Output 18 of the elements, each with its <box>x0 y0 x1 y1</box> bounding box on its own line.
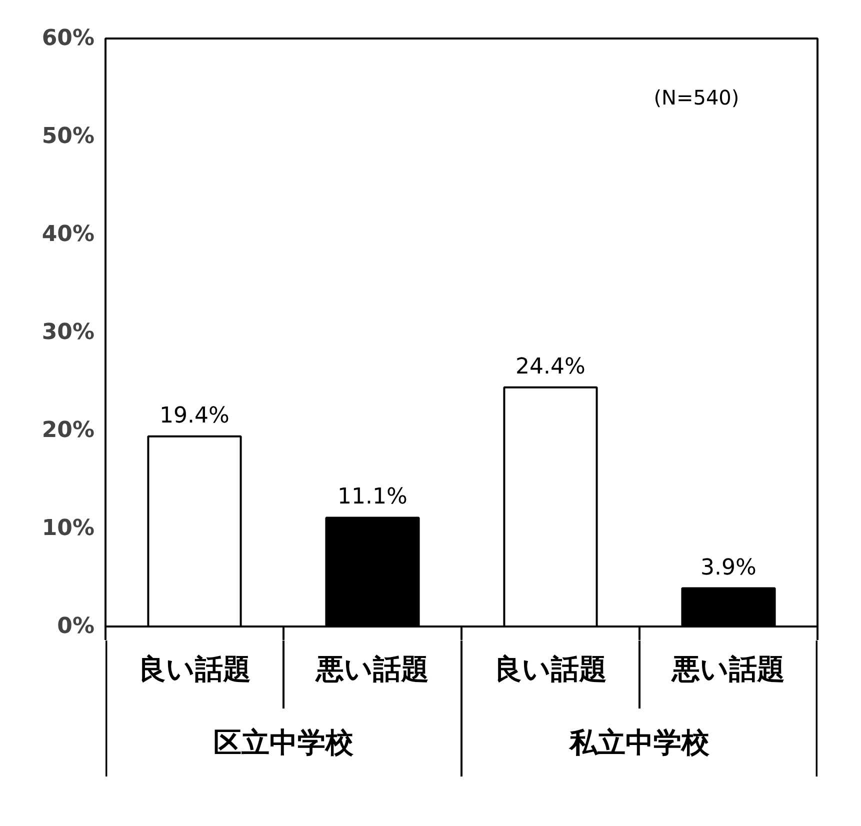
x-tick-label: 悪い話題 <box>315 652 429 686</box>
data-label: 19.4% <box>160 403 230 428</box>
x-tick-label: 良い話題 <box>138 652 251 686</box>
data-label: 11.1% <box>338 484 408 510</box>
text: 私立中学校 <box>568 726 710 759</box>
text: 区立中学校 <box>214 726 354 759</box>
y-tick-label: 20% <box>42 418 95 443</box>
data-label: 3.9% <box>700 555 756 580</box>
data-label: 24.4% <box>516 354 586 380</box>
x-tick-label: 良い話題 <box>494 652 607 686</box>
annotation: (N=540) <box>654 85 740 110</box>
y-tick-label: 0% <box>57 614 95 639</box>
x-tick-label: 悪い話題 <box>671 652 785 686</box>
y-tick-label: 50% <box>42 124 95 149</box>
y-tick-label: 30% <box>42 320 95 345</box>
y-tick-label: 60% <box>42 26 95 51</box>
y-tick-label: 40% <box>42 222 95 247</box>
y-tick-label: 10% <box>42 516 95 541</box>
